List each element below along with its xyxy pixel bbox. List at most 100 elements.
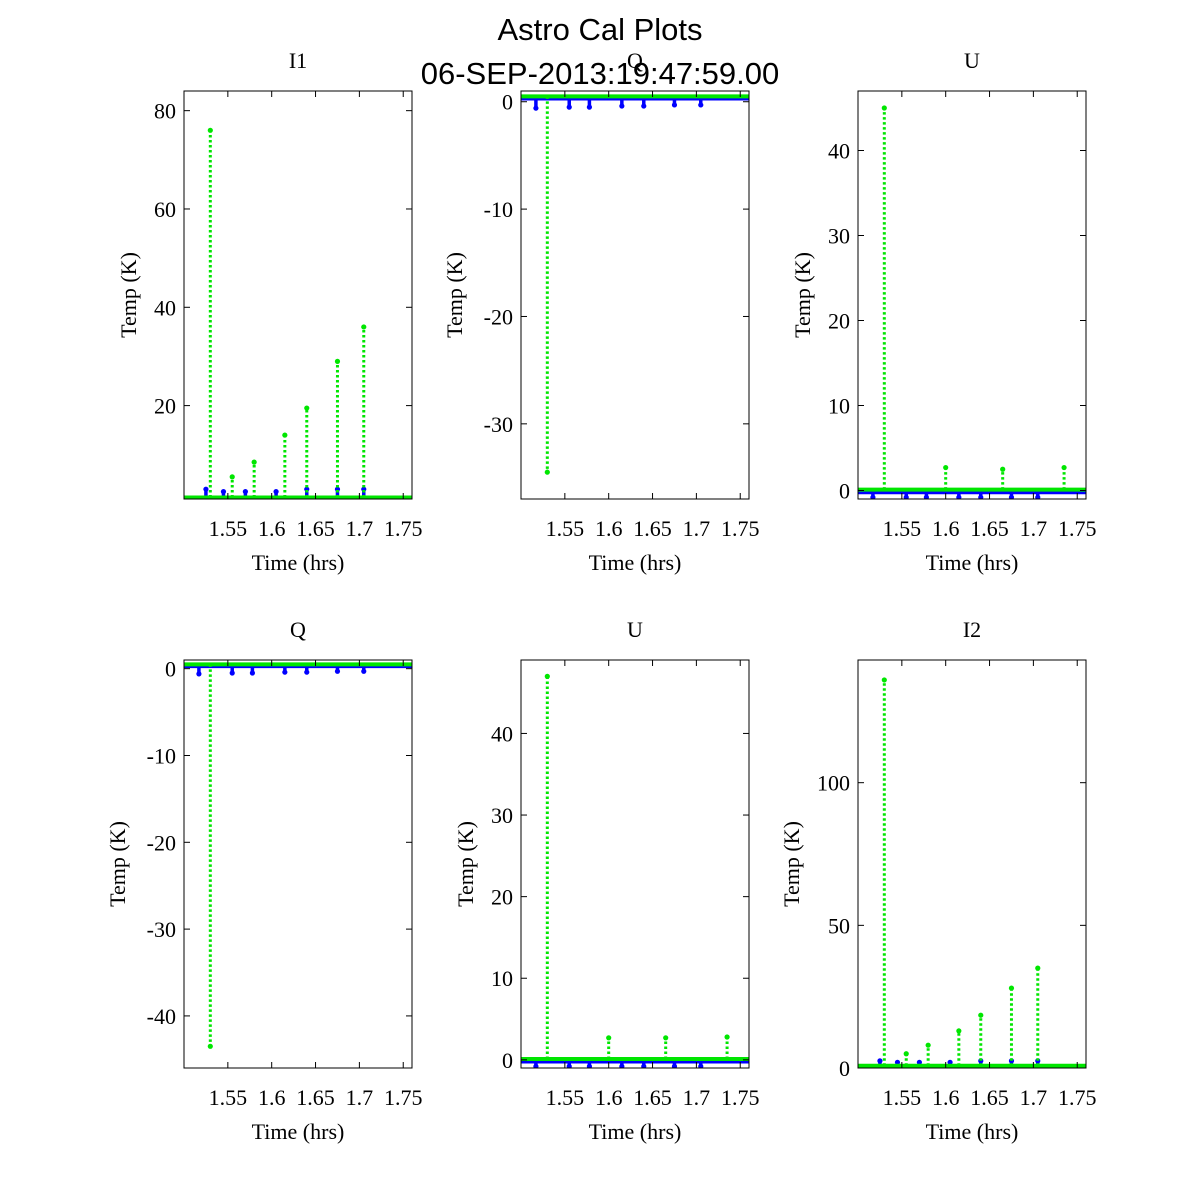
plot-area bbox=[521, 94, 749, 475]
y-tick-label: 10 bbox=[491, 966, 513, 991]
data-point bbox=[544, 673, 550, 679]
data-point bbox=[566, 1063, 572, 1068]
y-tick-label: -20 bbox=[147, 830, 176, 855]
x-axis-label: Time (hrs) bbox=[252, 550, 345, 575]
data-point bbox=[304, 405, 310, 411]
x-tick-label: 1.7 bbox=[683, 516, 711, 541]
y-axis-label: Temp (K) bbox=[453, 821, 478, 907]
axes-frame bbox=[857, 659, 1087, 1069]
axes-frame bbox=[857, 90, 1087, 500]
x-tick-label: 1.75 bbox=[1058, 1085, 1097, 1110]
data-point bbox=[1008, 494, 1015, 499]
series-blue bbox=[521, 96, 749, 111]
series-green bbox=[858, 105, 1086, 492]
data-point bbox=[724, 1034, 730, 1040]
x-tick-label: 1.7 bbox=[1020, 516, 1048, 541]
data-point bbox=[663, 1035, 669, 1041]
x-tick-label: 1.65 bbox=[296, 1085, 335, 1110]
y-tick-label: 30 bbox=[828, 224, 850, 249]
data-point bbox=[196, 671, 202, 677]
data-point bbox=[903, 494, 909, 499]
y-tick-label: -10 bbox=[147, 743, 176, 768]
subplot-title: Q bbox=[290, 617, 306, 642]
x-axis-label: Time (hrs) bbox=[252, 1119, 345, 1144]
data-point bbox=[870, 494, 876, 499]
data-point bbox=[894, 1059, 901, 1065]
data-point bbox=[533, 105, 539, 111]
data-point bbox=[282, 432, 288, 438]
x-tick-label: 1.75 bbox=[721, 1085, 760, 1110]
subplot-title: I2 bbox=[963, 617, 981, 642]
data-point bbox=[544, 469, 550, 475]
data-point bbox=[881, 677, 887, 683]
data-point bbox=[229, 670, 235, 676]
y-tick-label: 10 bbox=[828, 394, 850, 419]
data-point bbox=[978, 1012, 984, 1018]
y-axis-label: Temp (K) bbox=[442, 252, 467, 338]
series-green bbox=[521, 94, 749, 475]
plot-area bbox=[184, 662, 412, 1049]
data-point bbox=[207, 1043, 213, 1049]
data-point bbox=[916, 1059, 922, 1065]
axes-frame bbox=[520, 659, 750, 1069]
subplot-title: Q bbox=[627, 48, 643, 73]
x-tick-label: 1.7 bbox=[683, 1085, 711, 1110]
data-point bbox=[619, 103, 625, 109]
data-point bbox=[956, 1028, 962, 1034]
data-point bbox=[334, 668, 341, 674]
y-tick-label: 0 bbox=[839, 1056, 850, 1081]
y-tick-label: 0 bbox=[502, 1048, 513, 1073]
subplot-title: U bbox=[627, 617, 643, 642]
y-tick-label: 20 bbox=[154, 394, 176, 419]
series-green bbox=[858, 677, 1086, 1068]
data-point bbox=[1000, 466, 1006, 472]
data-point bbox=[203, 486, 209, 492]
data-point bbox=[242, 489, 248, 495]
data-point bbox=[881, 105, 887, 111]
subplot-3: 1.55 1.6 1.65 1.7 1.75 0 10 20 30 40 U Time (hrs) Te… bbox=[790, 48, 1096, 575]
data-point bbox=[249, 670, 255, 676]
x-tick-label: 1.6 bbox=[258, 1085, 286, 1110]
figure-title-line1: Astro Cal Plots bbox=[497, 12, 702, 47]
data-point bbox=[641, 1063, 647, 1068]
series-blue bbox=[521, 1059, 749, 1068]
y-axis-label: Temp (K) bbox=[116, 252, 141, 338]
x-axis-label: Time (hrs) bbox=[589, 550, 682, 575]
y-tick-label: -10 bbox=[484, 197, 513, 222]
figure-title-line2: 06-SEP-2013:19:47:59.00 bbox=[421, 56, 780, 91]
subplot-1: 1.55 1.6 1.65 1.7 1.75 20 40 60 80 I1 Time (hrs) Te… bbox=[116, 48, 422, 575]
x-tick-label: 1.65 bbox=[633, 1085, 672, 1110]
axes-frame bbox=[520, 90, 750, 500]
y-tick-label: -20 bbox=[484, 304, 513, 329]
subplot-4: 1.55 1.6 1.65 1.7 1.75 0 -10 -20 -30 -40 Q Time (hr… bbox=[105, 617, 422, 1144]
y-tick-label: 20 bbox=[828, 309, 850, 334]
data-point bbox=[207, 127, 213, 133]
plot-area bbox=[858, 105, 1086, 499]
x-tick-label: 1.7 bbox=[346, 516, 374, 541]
data-point bbox=[619, 1063, 625, 1068]
x-tick-label: 1.55 bbox=[546, 516, 585, 541]
data-point bbox=[925, 1042, 931, 1048]
series-blue bbox=[858, 490, 1086, 499]
x-tick-label: 1.6 bbox=[595, 1085, 623, 1110]
x-tick-label: 1.6 bbox=[932, 516, 960, 541]
data-point bbox=[361, 668, 367, 674]
subplot-6: 1.55 1.6 1.65 1.7 1.75 0 50 100 I2 Time (hrs) Temp… bbox=[779, 617, 1096, 1144]
data-point bbox=[566, 104, 572, 110]
y-tick-label: 100 bbox=[817, 771, 850, 796]
y-tick-label: 0 bbox=[839, 479, 850, 504]
y-tick-label: -40 bbox=[147, 1004, 176, 1029]
data-point bbox=[641, 103, 647, 109]
x-tick-label: 1.55 bbox=[209, 1085, 248, 1110]
y-tick-label: 30 bbox=[491, 803, 513, 828]
data-point bbox=[533, 1063, 539, 1068]
subplot-title: I1 bbox=[289, 48, 307, 73]
data-point bbox=[698, 102, 704, 108]
data-point bbox=[334, 358, 341, 364]
plot-area bbox=[521, 673, 749, 1068]
x-tick-label: 1.55 bbox=[883, 1085, 922, 1110]
data-point bbox=[698, 1063, 704, 1068]
series-green bbox=[184, 662, 412, 1049]
x-axis-label: Time (hrs) bbox=[926, 550, 1019, 575]
